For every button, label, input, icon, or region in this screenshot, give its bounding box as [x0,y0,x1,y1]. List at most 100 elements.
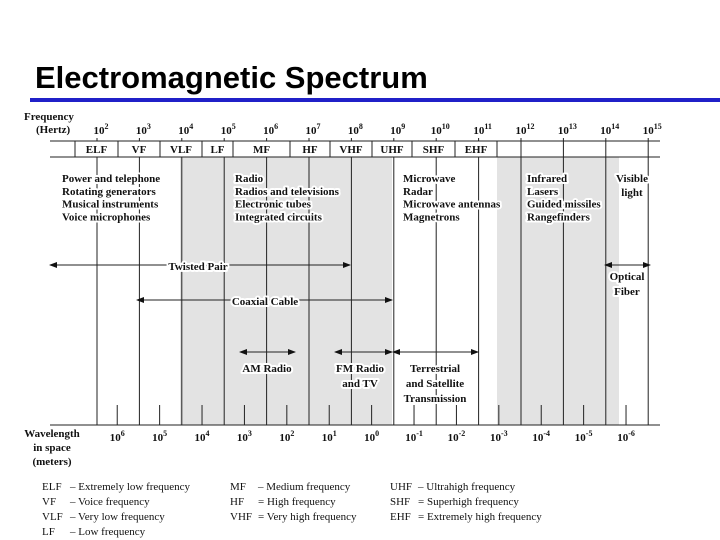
wavelength-label: (meters) [32,456,71,468]
visible-label: Visible [616,173,648,185]
band-label: HF [302,144,318,156]
frequency-tick-label-exp: 4 [189,122,193,131]
wavelength-tick-label-base: 10 [152,432,164,444]
legend-abbr: UHF [390,481,412,493]
frequency-tick-label-exp: 2 [105,122,109,131]
wavelength-tick-label: 104 [195,429,210,444]
wavelength-tick-label-exp: 3 [248,429,252,438]
wavelength-tick-label-base: 10 [322,432,334,444]
frequency-tick-label-exp: 11 [484,122,492,131]
wavelength-tick-label-base: 10 [532,432,544,444]
legend-text: – Extremely low frequency [69,481,191,493]
wavelength-tick-label-base: 10 [490,432,502,444]
frequency-tick-label-exp: 10 [442,122,450,131]
wavelength-tick-label-base: 10 [617,432,629,444]
frequency-tick-label: 109 [390,122,405,137]
visible-label: light [621,187,643,199]
frequency-tick-label: 105 [221,122,236,137]
legend-abbr: VLF [42,511,63,523]
frequency-tick-label-exp: 9 [401,122,405,131]
wavelength-tick-label-base: 10 [237,432,249,444]
wavelength-tick-label-base: 10 [279,432,291,444]
legend-text: = Superhigh frequency [418,496,519,508]
frequency-tick-label-exp: 7 [317,122,321,131]
medium-label: FM Radio [336,363,384,375]
group-item: Microwave antennas [403,199,501,211]
frequency-tick-label: 104 [178,122,193,137]
frequency-tick-label-base: 10 [221,125,233,137]
frequency-tick-label-exp: 15 [654,122,662,131]
frequency-tick-label-exp: 8 [359,122,363,131]
frequency-tick-label: 1012 [516,122,535,137]
frequency-tick-label-exp: 3 [147,122,151,131]
band-label: VHF [339,144,363,156]
frequency-label: (Hertz) [36,124,71,136]
medium-label: AM Radio [242,363,292,375]
wavelength-tick-label-base: 10 [364,432,376,444]
group-title: Power and telephone [62,173,160,185]
infrared-shade [497,157,619,425]
group-title: Microwave [403,173,455,185]
band-label: MF [253,144,270,156]
frequency-tick-label-base: 10 [178,125,190,137]
legend-abbr: EHF [390,511,411,523]
legend-text: – Low frequency [69,526,146,538]
wavelength-tick-label-base: 10 [575,432,587,444]
band-label: EHF [465,144,488,156]
title: Electromagnetic Spectrum [35,60,428,95]
legend-abbr: VHF [230,511,252,523]
frequency-tick-label-base: 10 [263,125,275,137]
wavelength-tick-label-exp: -2 [459,429,466,438]
wavelength-tick-label: 103 [237,429,252,444]
frequency-tick-label-base: 10 [136,125,148,137]
legend-text: – Voice frequency [69,496,150,508]
wavelength-tick-label: 10-6 [617,429,635,444]
legend-text: – Very low frequency [69,511,165,523]
wavelength-tick-label-exp: -1 [416,429,423,438]
legend-abbr: MF [230,481,246,493]
wavelength-tick-label: 100 [364,429,379,444]
wavelength-tick-label: 101 [322,429,337,444]
frequency-tick-label-base: 10 [516,125,528,137]
frequency-tick-label-exp: 12 [527,122,535,131]
group-title: Radio [235,173,264,185]
group-item: Electronic tubes [235,199,312,211]
frequency-tick-label: 103 [136,122,151,137]
medium-label: Coaxial Cable [232,296,298,308]
radio-shade [180,157,392,425]
title-rule [30,98,720,102]
legend-text: = High frequency [258,496,336,508]
group-item: Voice microphones [62,211,151,223]
frequency-tick-label-base: 10 [473,125,485,137]
wavelength-tick-label: 10-3 [490,429,508,444]
frequency-tick-label: 1014 [600,122,619,137]
wavelength-tick-label: 102 [279,429,294,444]
frequency-tick-label-exp: 13 [569,122,577,131]
frequency-tick-label-exp: 6 [274,122,278,131]
frequency-tick-label-exp: 14 [611,122,619,131]
group-item: Guided missiles [527,199,601,211]
medium-label: Twisted Pair [168,261,227,273]
medium-label: Optical [610,271,645,283]
wavelength-tick-label: 10-4 [532,429,550,444]
band-label: UHF [380,144,404,156]
frequency-tick-label: 1011 [473,122,492,137]
wavelength-label: Wavelength [24,428,80,440]
frequency-label: Frequency [24,111,74,123]
wavelength-tick-label: 10-1 [405,429,423,444]
frequency-tick-label-base: 10 [600,125,612,137]
medium-label: Terrestrial [410,363,460,375]
wavelength-tick-label-base: 10 [195,432,207,444]
legend-text: = Very high frequency [258,511,357,523]
band-label: ELF [86,144,108,156]
legend-text: – Ultrahigh frequency [417,481,516,493]
wavelength-tick-label-exp: 0 [375,429,379,438]
group-item: Radar [403,186,433,198]
wavelength-tick-label: 10-2 [448,429,466,444]
frequency-tick-label-exp: 5 [232,122,236,131]
wavelength-tick-label: 106 [110,429,125,444]
frequency-tick-label: 102 [94,122,109,137]
group-item: Rotating generators [62,186,157,198]
group-item: Integrated circuits [235,211,323,223]
